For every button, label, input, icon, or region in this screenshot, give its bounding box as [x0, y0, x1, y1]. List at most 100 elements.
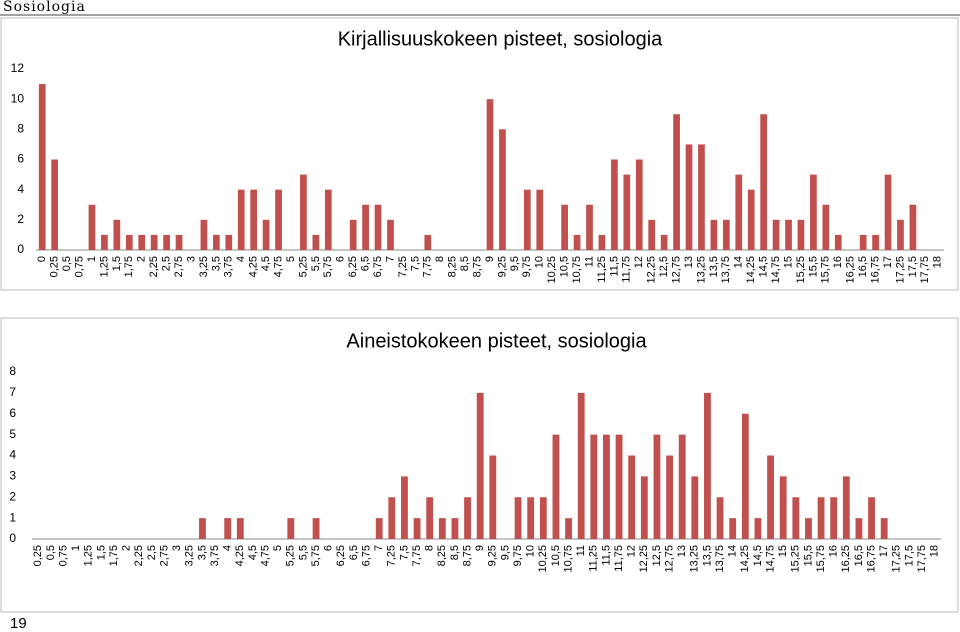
bar [855, 518, 863, 539]
x-tick-label: 16 [832, 256, 844, 268]
x-tick-label: 0,75 [73, 256, 85, 277]
bar [897, 219, 904, 250]
y-tick-label: 0 [9, 531, 16, 545]
x-tick-label: 4,75 [259, 545, 271, 566]
x-tick-label: 10,5 [559, 256, 571, 277]
x-tick-label: 14 [733, 256, 745, 268]
x-tick-label: 0,25 [32, 545, 44, 566]
bar [872, 234, 879, 250]
bar [101, 234, 108, 250]
x-tick-label: 0,25 [49, 256, 61, 277]
x-tick-label: 10,25 [537, 545, 549, 573]
bar [710, 219, 718, 250]
bar [868, 497, 875, 539]
x-tick-label: 10,5 [550, 545, 562, 566]
bar [451, 518, 459, 539]
x-tick-label: 3,5 [210, 256, 222, 271]
x-tick-label: 0,5 [45, 545, 57, 560]
x-tick-label: 3,25 [198, 256, 210, 277]
y-tick-label: 2 [17, 212, 24, 226]
x-tick-label: 17 [882, 256, 894, 268]
bar [785, 219, 792, 250]
y-tick-label: 2 [9, 489, 16, 503]
x-tick-label: 6 [335, 256, 347, 262]
x-tick-label: 16,25 [845, 256, 857, 284]
bar [830, 497, 838, 539]
x-tick-label: 4,25 [234, 545, 246, 566]
x-tick-label: 11,75 [613, 545, 625, 572]
x-tick-label: 8 [434, 256, 446, 262]
x-tick-label: 13,75 [720, 256, 732, 284]
bar [691, 476, 699, 539]
x-tick-label: 3,75 [209, 545, 221, 566]
bar [810, 174, 817, 250]
x-tick-label: 4,5 [260, 256, 272, 271]
bar [673, 114, 680, 250]
bar [527, 497, 535, 539]
bar [590, 434, 598, 539]
bar [489, 455, 497, 539]
x-tick-label: 11,5 [608, 256, 620, 277]
bar [312, 234, 320, 250]
bar [438, 518, 446, 539]
x-tick-label: 2,25 [133, 545, 145, 566]
x-tick-label: 4 [222, 545, 234, 551]
x-tick-label: 16,25 [840, 545, 852, 573]
chart-frame [0, 317, 959, 613]
x-tick-label: 7,25 [397, 256, 409, 277]
x-tick-label: 1 [70, 545, 82, 551]
x-tick-label: 12,25 [646, 256, 658, 284]
bar [561, 204, 568, 250]
x-tick-label: 7 [373, 545, 385, 551]
x-tick-label: 14,5 [758, 256, 770, 277]
x-tick-label: 11 [583, 256, 595, 267]
bar [805, 518, 812, 539]
x-tick-label: 2,75 [158, 545, 170, 566]
x-tick-label: 11,5 [600, 545, 612, 566]
x-tick-label: 17,75 [916, 545, 928, 573]
bar [909, 204, 917, 250]
x-tick-label: 8,25 [447, 256, 459, 277]
x-tick-label: 9,25 [496, 256, 508, 277]
x-tick-label: 6,25 [335, 545, 347, 566]
bar [464, 497, 471, 539]
chart-title: Aineistokokeen pisteet, sosiologia [346, 330, 647, 352]
bar [573, 234, 581, 250]
bar [150, 234, 158, 250]
x-tick-label: 5,25 [285, 545, 297, 566]
bar [666, 455, 673, 539]
x-tick-label: 7,75 [422, 256, 434, 277]
x-tick-label: 3 [171, 545, 183, 551]
x-tick-label: 12,75 [663, 545, 675, 573]
x-tick-label: 9,75 [521, 256, 533, 277]
x-tick-label: 15,75 [815, 545, 827, 573]
x-tick-label: 8,5 [449, 545, 461, 560]
bar [623, 174, 631, 250]
bar [698, 144, 705, 250]
bar [262, 219, 270, 250]
bar [237, 189, 245, 250]
x-tick-label: 10 [534, 256, 546, 268]
bar [834, 234, 842, 250]
bar [635, 159, 643, 250]
x-tick-label: 14 [727, 545, 739, 557]
x-tick-label: 1,5 [111, 256, 123, 271]
x-tick-label: 2,5 [161, 256, 173, 271]
x-tick-label: 3,75 [223, 256, 235, 277]
bar [767, 455, 774, 539]
x-tick-label: 9,75 [512, 545, 524, 566]
bar [552, 434, 560, 539]
x-tick-label: 5 [272, 545, 284, 551]
x-tick-label: 16 [828, 545, 840, 557]
bar [212, 234, 220, 250]
x-tick-label: 13,25 [695, 256, 707, 284]
x-tick-label: 17,5 [903, 545, 915, 566]
y-tick-label: 10 [11, 91, 25, 105]
x-tick-label: 9,5 [499, 545, 511, 560]
x-tick-label: 17,5 [907, 256, 919, 277]
x-tick-label: 7,25 [386, 545, 398, 566]
x-tick-label: 13,5 [708, 256, 720, 277]
chart-frame [0, 17, 959, 291]
bar [388, 497, 396, 539]
